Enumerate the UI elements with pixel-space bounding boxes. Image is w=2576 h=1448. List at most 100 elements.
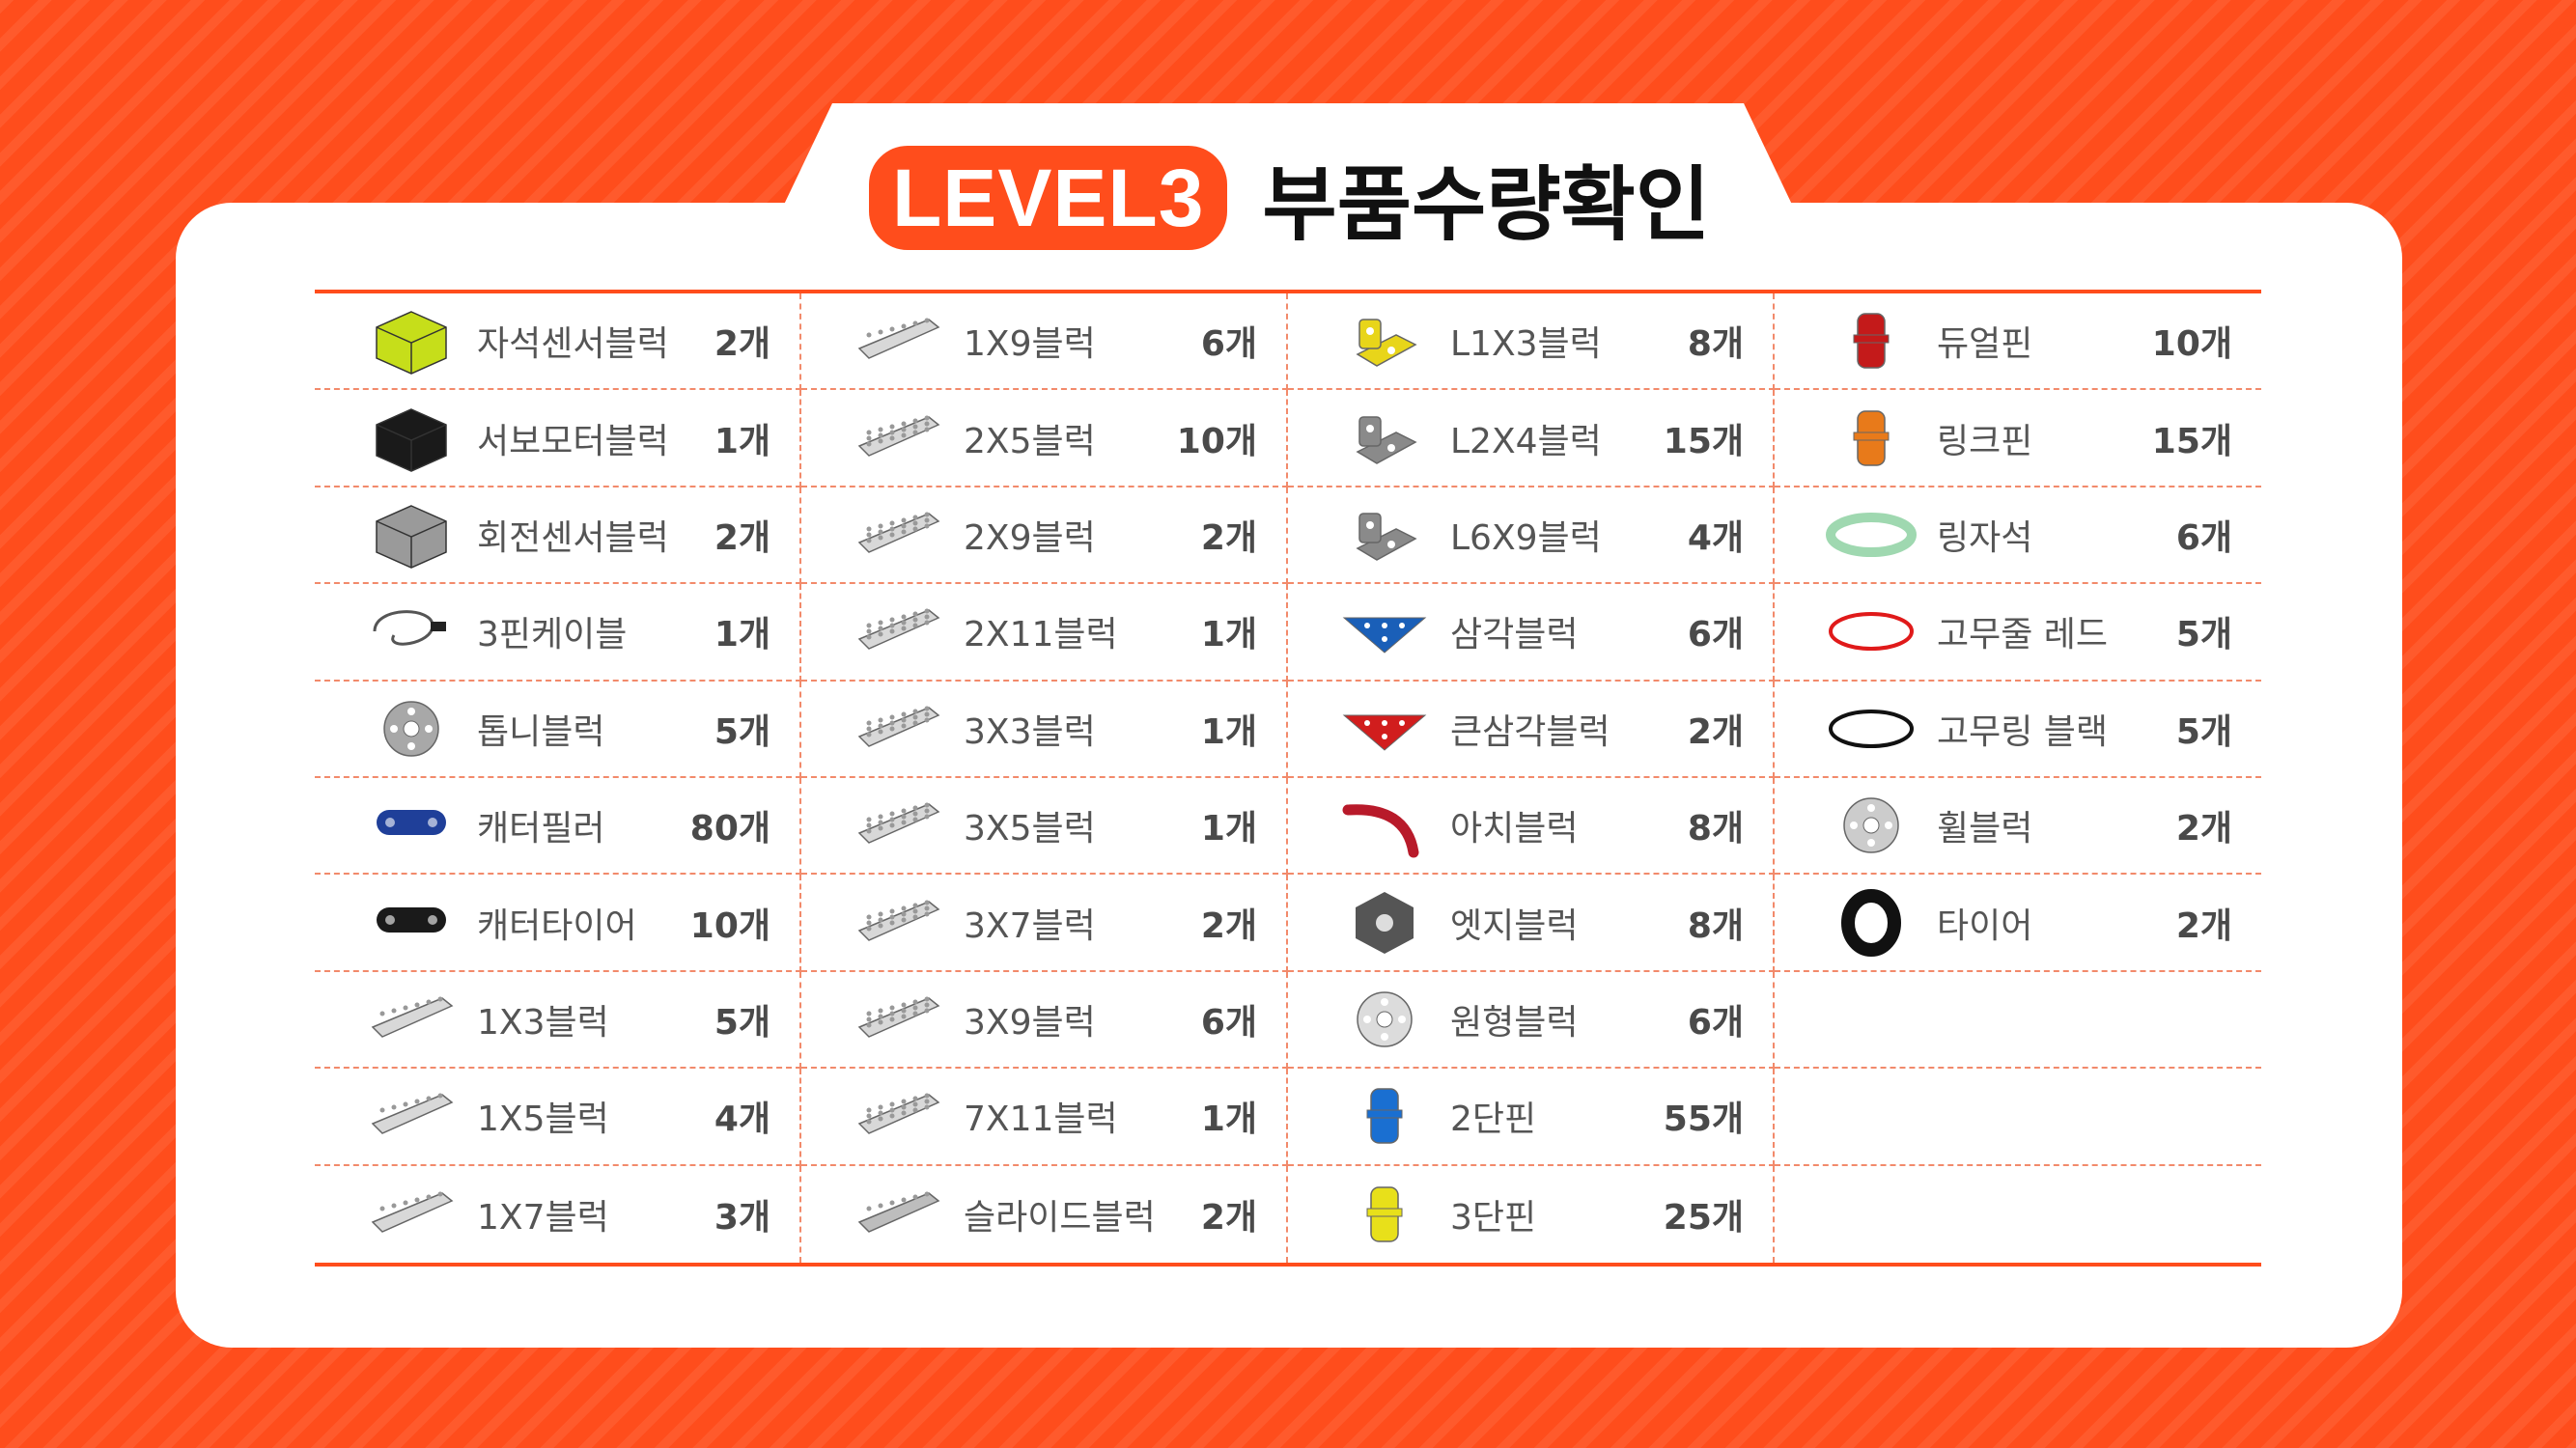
- part-name: 7X11블럭: [964, 1100, 1118, 1140]
- part-name: 3X5블럭: [964, 809, 1096, 849]
- pin-cable-icon: [363, 595, 460, 668]
- part-name: 슬라이드블럭: [964, 1197, 1156, 1238]
- part-row: L6X9블럭 4개: [1288, 487, 1775, 585]
- part-row: 엣지블럭 8개: [1288, 875, 1775, 972]
- part-quantity: 1개: [714, 615, 770, 655]
- part-name: 1X7블럭: [477, 1197, 609, 1238]
- part-name: 톱니블럭: [477, 711, 605, 752]
- part-row: 톱니블럭 5개: [315, 681, 801, 778]
- part-row: 3단핀 25개: [1288, 1165, 1775, 1263]
- part-quantity: 15개: [1663, 421, 1744, 461]
- part-name: 2X5블럭: [964, 421, 1096, 461]
- part-row: 1X7블럭 3개: [315, 1165, 801, 1263]
- part-row: L2X4블럭 15개: [1288, 390, 1775, 487]
- plate-3x3-icon: [850, 692, 946, 766]
- parts-table: 자석센서블럭 2개 1X9블럭 6개 L1X3블럭 8개 듀얼핀 10개 서보모터블럭 1개 2X5…: [315, 290, 2261, 1267]
- plate-2x5-icon: [850, 402, 946, 475]
- part-name: 서보모터블럭: [477, 421, 669, 461]
- part-quantity: 10개: [2151, 324, 2232, 365]
- wheel-block-icon: [1823, 789, 1919, 862]
- three-step-pin-icon: [1336, 1178, 1433, 1251]
- large-triangle-block-icon: [1336, 692, 1433, 766]
- part-quantity: 6개: [1687, 615, 1744, 655]
- part-row: L1X3블럭 8개: [1288, 293, 1775, 391]
- part-row: 1X5블럭 4개: [315, 1069, 801, 1166]
- page-title: LEVEL3 부품수량확인: [869, 145, 1757, 252]
- part-name: 1X9블럭: [964, 324, 1096, 365]
- parts-card: [176, 203, 2402, 1348]
- part-row: 7X11블럭 1개: [801, 1069, 1288, 1166]
- part-row: 고무줄 레드 5개: [1775, 584, 2261, 682]
- part-row: 3X3블럭 1개: [801, 681, 1288, 778]
- part-name: 2X11블럭: [964, 615, 1118, 655]
- part-name: 휠블럭: [1937, 809, 2033, 849]
- part-quantity: 2개: [2175, 905, 2232, 946]
- part-row: 3X7블럭 2개: [801, 875, 1288, 972]
- part-name: 1X5블럭: [477, 1100, 609, 1140]
- part-row: 캐터필러 80개: [315, 778, 801, 876]
- part-row: 링크핀 15개: [1775, 390, 2261, 487]
- plate-3x9-icon: [850, 983, 946, 1056]
- part-row: 3X9블럭 6개: [801, 971, 1288, 1070]
- round-block-icon: [1336, 983, 1433, 1056]
- part-name: 3X3블럭: [964, 711, 1096, 752]
- part-row: 1X3블럭 5개: [315, 971, 801, 1070]
- part-name: 자석센서블럭: [477, 324, 669, 365]
- part-row: 아치블럭 8개: [1288, 778, 1775, 876]
- l-bracket-1x3-icon: [1336, 304, 1433, 377]
- part-name: 1X3블럭: [477, 1002, 609, 1043]
- part-quantity: 80개: [689, 809, 770, 849]
- part-quantity: 3개: [714, 1197, 770, 1238]
- dual-pin-icon: [1823, 304, 1919, 377]
- l-bracket-2x4-icon: [1336, 402, 1433, 475]
- part-quantity: 6개: [1687, 1002, 1744, 1043]
- l-bracket-6x9-icon: [1336, 498, 1433, 571]
- part-quantity: 5개: [2175, 615, 2232, 655]
- part-row: 3핀케이블 1개: [315, 584, 801, 682]
- beam-1x9-icon: [850, 304, 946, 377]
- part-quantity: 4개: [714, 1100, 770, 1140]
- link-pin-icon: [1823, 402, 1919, 475]
- beam-1x7-icon: [363, 1178, 460, 1251]
- part-quantity: 55개: [1663, 1100, 1744, 1140]
- part-row: 1X9블럭 6개: [801, 293, 1288, 391]
- edge-block-icon: [1336, 886, 1433, 960]
- part-name: L6X9블럭: [1450, 517, 1602, 558]
- part-row: 고무링 블랙 5개: [1775, 682, 2261, 778]
- triangle-block-icon: [1336, 595, 1433, 668]
- part-row: 듀얼핀 10개: [1775, 293, 2261, 391]
- part-quantity: 8개: [1687, 905, 1744, 946]
- part-name: 링자석: [1937, 517, 2033, 558]
- part-quantity: 1개: [1200, 1100, 1257, 1140]
- part-quantity: 2개: [1200, 517, 1257, 558]
- caterpillar-tire-icon: [363, 886, 460, 960]
- part-row: 2X9블럭 2개: [801, 487, 1288, 585]
- part-quantity: 2개: [2175, 809, 2232, 849]
- part-row: 3X5블럭 1개: [801, 778, 1288, 876]
- plate-2x11-icon: [850, 595, 946, 668]
- part-row: 삼각블럭 6개: [1288, 584, 1775, 682]
- part-name: 큰삼각블럭: [1450, 711, 1610, 752]
- part-quantity: 1개: [1200, 809, 1257, 849]
- part-row: 자석센서블럭 2개: [315, 293, 801, 391]
- part-row: 링자석 6개: [1775, 487, 2261, 585]
- plate-3x5-icon: [850, 789, 946, 862]
- slide-block-icon: [850, 1178, 946, 1251]
- part-row: 2X11블럭 1개: [801, 584, 1288, 682]
- part-row: 2X5블럭 10개: [801, 390, 1288, 487]
- beam-1x5-icon: [363, 1079, 460, 1153]
- gear-block-icon: [363, 692, 460, 766]
- part-row: 원형블럭 6개: [1288, 971, 1775, 1070]
- part-quantity: 5개: [2175, 711, 2232, 752]
- plate-2x9-icon: [850, 498, 946, 571]
- part-name: 원형블럭: [1450, 1002, 1579, 1043]
- part-row: 2단핀 55개: [1288, 1069, 1775, 1166]
- part-quantity: 1개: [1200, 711, 1257, 752]
- part-name: 2단핀: [1450, 1100, 1537, 1140]
- part-quantity: 5개: [714, 1002, 770, 1043]
- plate-7x11-icon: [850, 1079, 946, 1153]
- part-quantity: 10개: [689, 905, 770, 946]
- ring-magnet-icon: [1823, 498, 1919, 571]
- part-quantity: 8개: [1687, 809, 1744, 849]
- part-name: 3X9블럭: [964, 1002, 1096, 1043]
